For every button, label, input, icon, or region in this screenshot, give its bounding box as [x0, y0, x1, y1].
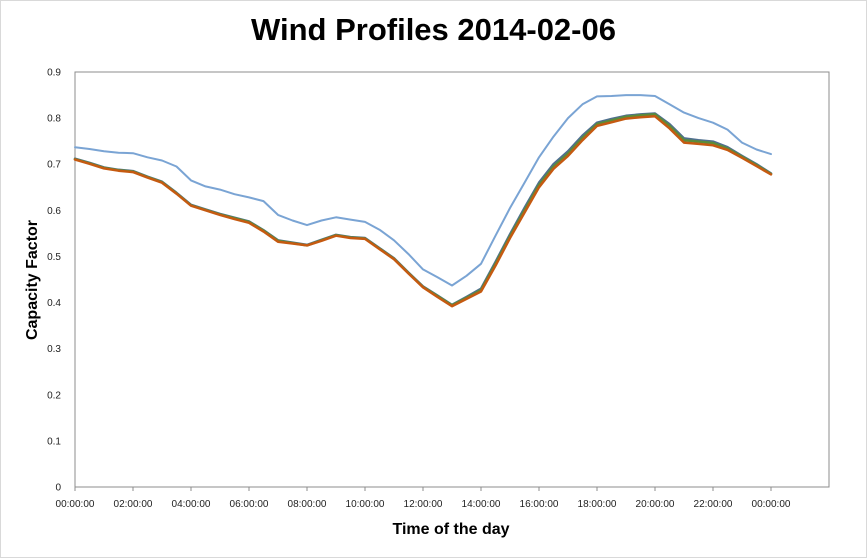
x-tick-label: 12:00:00 [404, 499, 443, 510]
series-line-3 [73, 113, 773, 307]
y-tick-label: 0.4 [47, 298, 61, 309]
y-tick-label: 0.6 [47, 206, 61, 217]
y-tick-label: 0.9 [47, 68, 61, 79]
plot-area-border [74, 71, 830, 488]
y-tick-label: 0.5 [47, 252, 61, 263]
y-tick-label: 0 [55, 483, 61, 494]
y-tick-label: 0.8 [47, 114, 61, 125]
x-tick-label: 06:00:00 [230, 499, 269, 510]
x-tick-label: 20:00:00 [636, 499, 675, 510]
series-group [73, 94, 773, 308]
x-tick-label: 16:00:00 [520, 499, 559, 510]
series-line-4 [73, 115, 773, 308]
y-axis-title: Capacity Factor [24, 220, 41, 340]
y-tick-label: 0.3 [47, 344, 61, 355]
series-line-1 [74, 94, 772, 287]
x-tick-label: 14:00:00 [462, 499, 501, 510]
x-axis-title: Time of the day [392, 521, 509, 538]
x-tick-label: 02:00:00 [114, 499, 153, 510]
x-tick-label: 10:00:00 [346, 499, 385, 510]
x-tick-label: 08:00:00 [288, 499, 327, 510]
x-tick-label: 22:00:00 [694, 499, 733, 510]
y-tick-label: 0.7 [47, 160, 61, 171]
y-tick-label: 0.2 [47, 390, 61, 401]
x-tick-label: 18:00:00 [578, 499, 617, 510]
tick-labels: 0 0.1 0.2 0.3 0.4 0.5 0.6 0.7 0.8 0.9 00:00:00 02:0… [47, 68, 791, 511]
x-tick-label: 04:00:00 [172, 499, 211, 510]
chart-title: Wind Profiles 2014-02-06 [251, 12, 616, 47]
x-tick-label: 00:00:00 [752, 499, 791, 510]
series-line-2 [73, 112, 773, 307]
x-tick-label: 00:00:00 [56, 499, 95, 510]
y-tick-label: 0.1 [47, 436, 61, 447]
axes [74, 71, 830, 491]
